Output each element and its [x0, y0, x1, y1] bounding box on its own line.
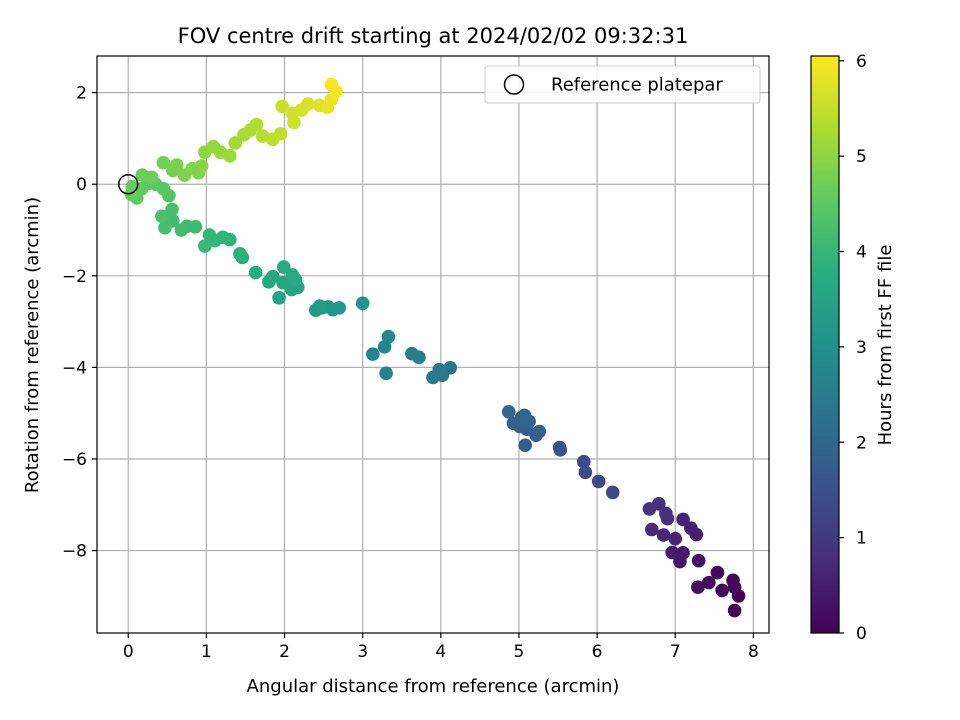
- data-point: [355, 296, 370, 311]
- data-point: [432, 362, 447, 377]
- data-point: [273, 127, 288, 141]
- data-point: [710, 565, 725, 580]
- colorbar-tick-label: 3: [856, 338, 867, 358]
- x-tick-label: 7: [670, 642, 681, 662]
- data-point: [324, 77, 339, 92]
- data-point: [668, 531, 683, 546]
- data-point: [727, 603, 742, 618]
- data-point: [676, 546, 690, 560]
- x-tick-label: 1: [201, 642, 212, 662]
- legend-marker-reference: [503, 74, 525, 95]
- data-point: [198, 239, 212, 253]
- colorbar-gradient: [810, 55, 840, 634]
- colorbar: 0 1 2 3 4 5 6 Hours from first FF file: [810, 52, 896, 644]
- data-point: [155, 209, 169, 224]
- y-tick-label: 0: [76, 175, 87, 195]
- data-point: [169, 158, 184, 172]
- data-point: [691, 553, 706, 568]
- data-point: [656, 528, 671, 542]
- data-point: [605, 485, 620, 500]
- x-axis-label: Angular distance from reference (arcmin): [247, 676, 620, 697]
- data-point: [691, 580, 705, 595]
- data-point: [684, 521, 698, 535]
- y-tick-label: −8: [62, 542, 87, 562]
- data-point: [591, 474, 606, 489]
- data-point: [405, 346, 419, 361]
- y-tick-label: 2: [76, 84, 87, 104]
- grid-lines: [97, 56, 769, 633]
- data-point: [366, 347, 380, 361]
- data-point: [233, 247, 247, 261]
- data-point: [644, 522, 659, 537]
- data-point: [276, 275, 290, 290]
- colorbar-tick-label: 4: [856, 243, 867, 263]
- y-tick-label: −6: [62, 450, 87, 470]
- x-tick-label: 2: [279, 642, 290, 662]
- data-point: [726, 573, 740, 588]
- data-point: [642, 502, 657, 516]
- data-point: [165, 202, 179, 217]
- data-point: [381, 329, 396, 344]
- data-point: [276, 260, 291, 274]
- data-point: [156, 155, 171, 170]
- colorbar-tick-label: 6: [856, 52, 867, 72]
- axis-ticks: 0 1 2 3 4 5 6 7 8 −8 −6 −4 −2 0 2: [62, 84, 759, 662]
- data-point: [501, 405, 516, 419]
- data-point: [715, 583, 729, 598]
- data-point: [144, 170, 159, 185]
- y-tick-label: −2: [62, 267, 87, 287]
- data-point: [272, 290, 286, 305]
- data-point: [379, 366, 393, 381]
- x-tick-label: 8: [748, 642, 759, 662]
- reference-platepar-marker: [118, 173, 139, 195]
- data-point: [532, 424, 547, 439]
- data-point: [202, 228, 217, 242]
- legend: Reference platepar: [484, 65, 761, 104]
- colorbar-ticks: 0 1 2 3 4 5 6: [839, 52, 867, 644]
- data-point: [249, 117, 264, 132]
- chart-title: FOV centre drift starting at 2024/02/02 …: [178, 24, 689, 48]
- data-point: [275, 99, 289, 114]
- data-point: [158, 220, 172, 235]
- data-point: [665, 545, 679, 560]
- y-axis-label: Rotation from reference (arcmin): [22, 197, 43, 493]
- data-point: [659, 506, 673, 521]
- colorbar-tick-label: 2: [856, 433, 867, 453]
- data-point: [552, 440, 567, 455]
- data-point: [312, 299, 327, 313]
- colorbar-tick-label: 5: [856, 147, 867, 167]
- legend-box: [484, 65, 761, 104]
- data-point: [517, 408, 532, 423]
- colorbar-label: Hours from first FF file: [875, 245, 896, 446]
- colorbar-tick-label: 0: [856, 624, 867, 644]
- y-tick-label: −4: [62, 358, 87, 378]
- data-point: [248, 265, 263, 280]
- data-point: [228, 136, 243, 150]
- data-point: [676, 512, 690, 527]
- data-point: [301, 97, 315, 111]
- x-tick-label: 0: [123, 642, 134, 662]
- x-tick-label: 4: [435, 642, 446, 662]
- x-tick-label: 3: [357, 642, 368, 662]
- data-points: [118, 77, 746, 618]
- data-point: [174, 223, 189, 237]
- data-point: [223, 149, 237, 163]
- x-tick-label: 5: [514, 642, 525, 662]
- data-point: [577, 454, 591, 469]
- data-point: [518, 438, 533, 453]
- data-point: [702, 575, 716, 590]
- data-point: [578, 465, 593, 480]
- plot-area-frame: [96, 55, 770, 634]
- legend-label-reference: Reference platepar: [551, 75, 723, 96]
- colorbar-tick-label: 1: [856, 529, 867, 549]
- x-tick-label: 6: [592, 642, 603, 662]
- data-point: [194, 159, 209, 173]
- data-point: [266, 269, 280, 284]
